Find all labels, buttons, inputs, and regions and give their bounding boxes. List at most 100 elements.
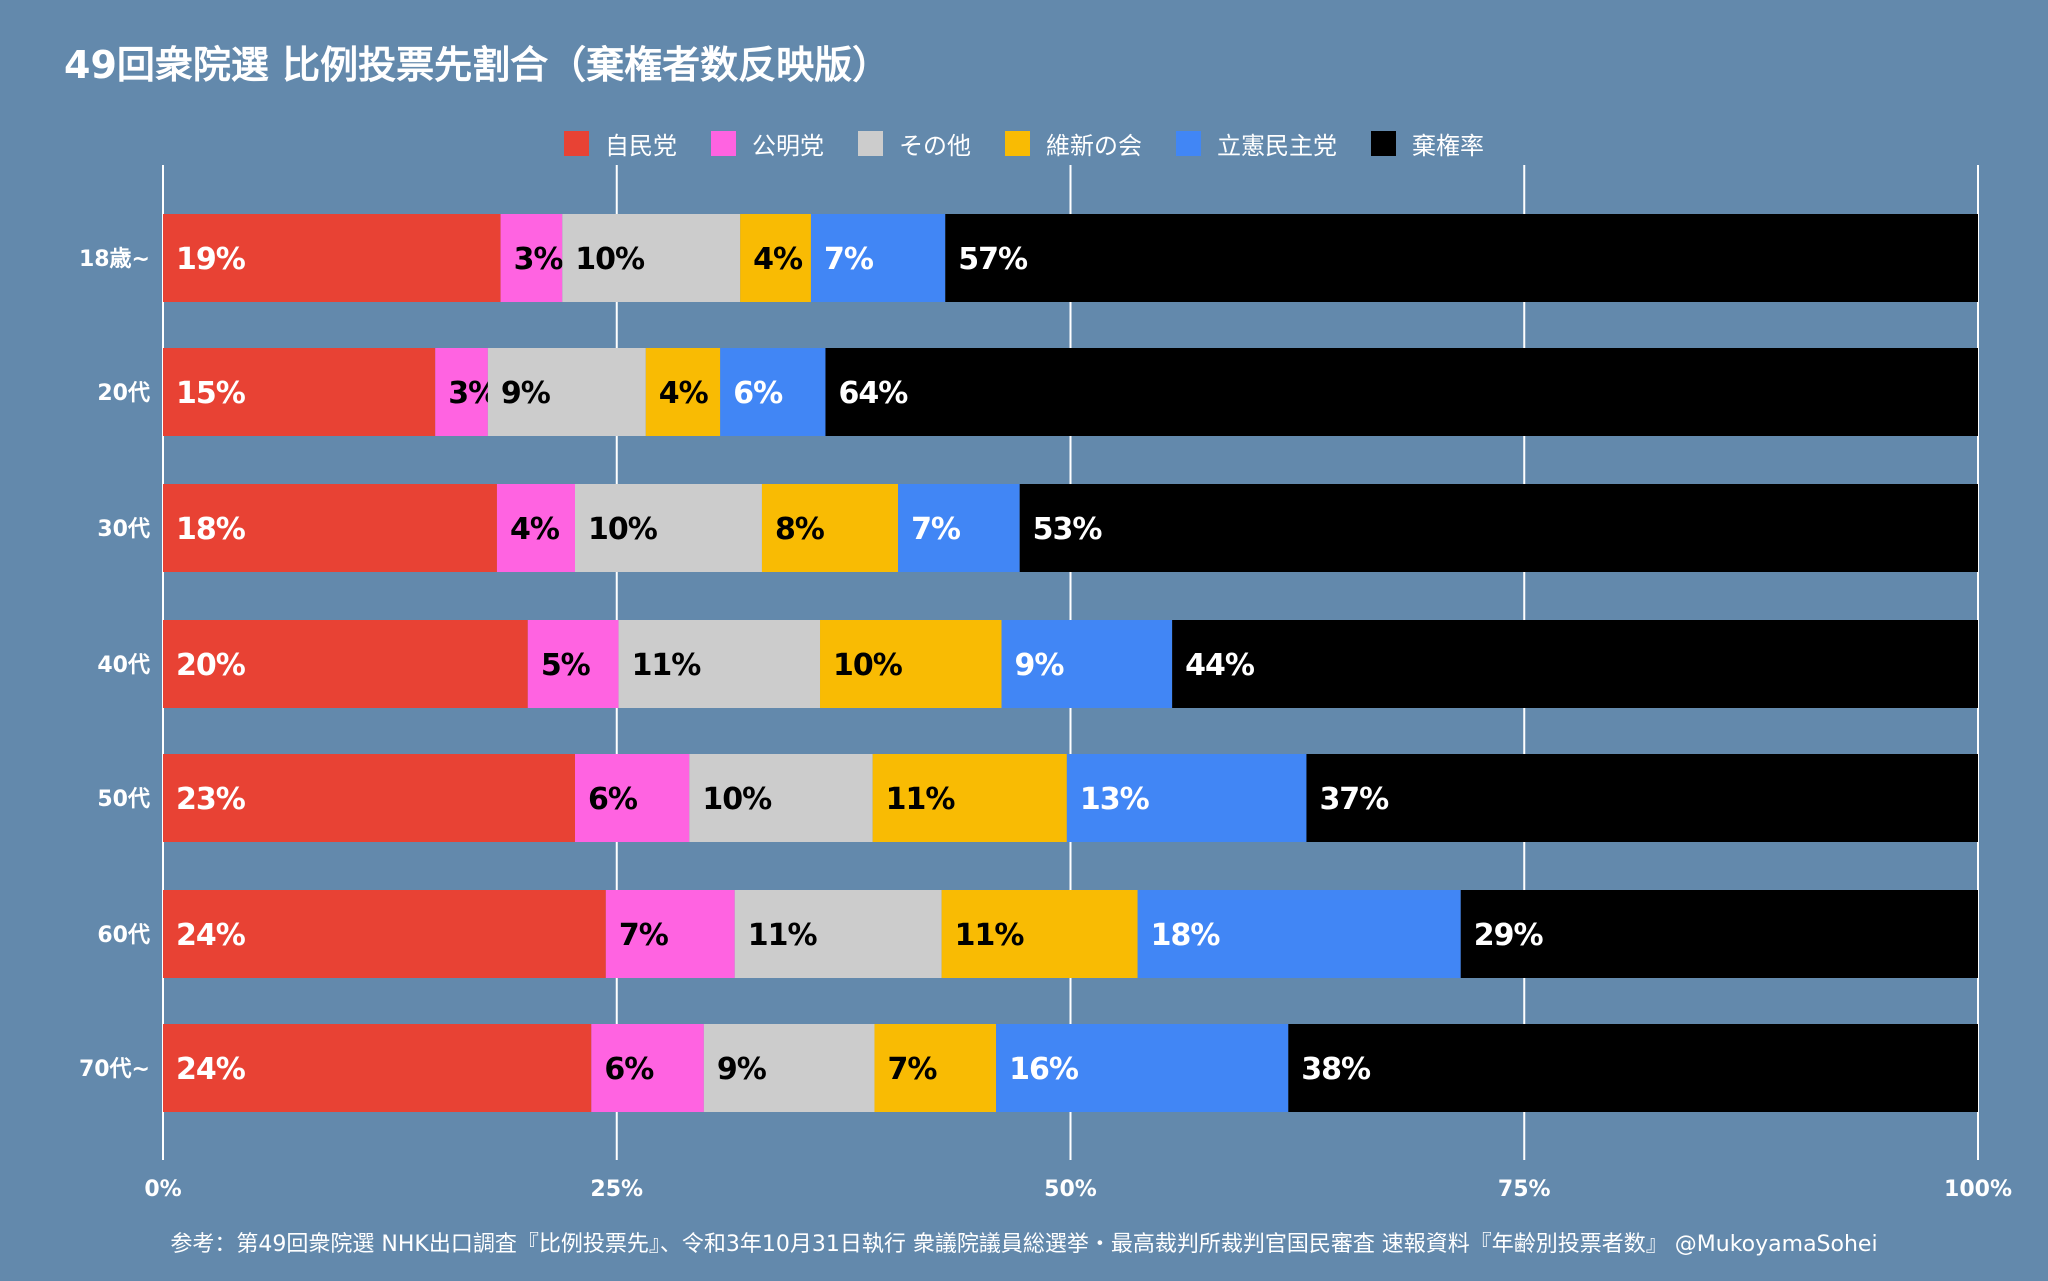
data-label: 4% [510, 512, 560, 547]
data-label: 10% [702, 782, 772, 817]
legend-swatch [1176, 131, 1201, 156]
legend-item: 維新の会 [1005, 126, 1142, 161]
chart-title: 49回衆院選 比例投票先割合（棄権者数反映版） [64, 43, 891, 87]
data-label: 23% [176, 782, 246, 817]
data-label: 8% [775, 512, 825, 547]
x-tick-label: 0% [144, 1177, 181, 1202]
bar-segment [163, 1024, 592, 1112]
data-label: 20% [176, 648, 246, 683]
data-label: 18% [176, 512, 246, 547]
bar-segment [163, 484, 497, 572]
bar-segment [1066, 754, 1307, 842]
data-label: 37% [1319, 782, 1389, 817]
data-label: 16% [1009, 1052, 1079, 1087]
x-tick-label: 100% [1944, 1177, 2012, 1202]
bar-segment [996, 1024, 1289, 1112]
data-label: 13% [1080, 782, 1150, 817]
data-label: 29% [1474, 918, 1544, 953]
bar-segment [618, 620, 821, 708]
bar-segment [562, 214, 741, 302]
legend-item: 立憲民主党 [1176, 126, 1337, 161]
legend-item: その他 [858, 126, 971, 161]
source-footnote: 参考：第49回衆院選 NHK出口調査『比例投票先』、令和3年10月31日執行 衆… [170, 1232, 1878, 1257]
bar-segment [810, 214, 946, 302]
legend-item: 公明党 [711, 126, 824, 161]
legend-label: 自民党 [605, 132, 677, 160]
data-label: 4% [659, 376, 709, 411]
data-label: 18% [1151, 918, 1221, 953]
data-label: 53% [1033, 512, 1103, 547]
category-label: 40代 [97, 653, 150, 678]
bar-segment [645, 348, 721, 436]
x-tick-label: 50% [1044, 1177, 1097, 1202]
data-label: 6% [604, 1052, 654, 1087]
bar-segment [500, 214, 563, 302]
bar-segment [761, 484, 899, 572]
data-label: 11% [748, 918, 818, 953]
data-label: 4% [753, 242, 803, 277]
data-label: 6% [588, 782, 638, 817]
data-label: 24% [176, 918, 246, 953]
legend-swatch [1371, 131, 1396, 156]
legend-swatch [564, 131, 589, 156]
bar-segment [898, 484, 1020, 572]
bar-segment [945, 214, 1978, 302]
bar-segment [163, 214, 501, 302]
data-label: 7% [887, 1052, 937, 1087]
data-label: 10% [575, 242, 645, 277]
bar-segment [1460, 890, 1978, 978]
bar-segment [820, 620, 1002, 708]
bar-segment [874, 1024, 997, 1112]
bar-segment [591, 1024, 704, 1112]
legend-label: 立憲民主党 [1217, 132, 1337, 160]
bar-segment [163, 754, 576, 842]
data-label: 64% [838, 376, 908, 411]
data-label: 3% [514, 242, 564, 277]
legend-item: 棄権率 [1371, 126, 1484, 161]
data-label: 10% [588, 512, 658, 547]
data-label: 7% [824, 242, 874, 277]
data-label: 7% [619, 918, 669, 953]
bar-segment [605, 890, 735, 978]
x-tick-label: 25% [590, 1177, 643, 1202]
bar-segment [740, 214, 811, 302]
data-label: 15% [176, 376, 246, 411]
bar-segment [435, 348, 488, 436]
data-label: 6% [733, 376, 783, 411]
bar-segment [575, 484, 762, 572]
data-label: 5% [541, 648, 591, 683]
legend-swatch [1005, 131, 1030, 156]
legend-item: 自民党 [564, 126, 677, 161]
data-label: 24% [176, 1052, 246, 1087]
legend-label: その他 [899, 132, 971, 160]
category-label: 70代~ [79, 1057, 150, 1082]
bar-segment [575, 754, 690, 842]
data-label: 9% [501, 376, 551, 411]
bar-segment [1019, 484, 1978, 572]
category-label: 18歳~ [79, 247, 150, 272]
bar-segment [527, 620, 619, 708]
data-label: 11% [955, 918, 1025, 953]
legend-label: 維新の会 [1046, 132, 1142, 160]
legend-label: 公明党 [752, 132, 824, 160]
category-label: 20代 [97, 381, 150, 406]
category-label: 50代 [97, 787, 150, 812]
x-tick-label: 75% [1498, 1177, 1551, 1202]
legend-swatch [858, 131, 883, 156]
legend-swatch [711, 131, 736, 156]
bar-segment [163, 890, 606, 978]
data-label: 9% [1015, 648, 1065, 683]
bar-segment [487, 348, 646, 436]
bar-segment [720, 348, 826, 436]
bar-segment [1137, 890, 1461, 978]
bar-segment [1288, 1024, 1978, 1112]
category-label: 30代 [97, 517, 150, 542]
bar-segment [734, 890, 942, 978]
legend-label: 棄権率 [1412, 132, 1484, 160]
bar-segment [941, 890, 1138, 978]
bar-segment [496, 484, 576, 572]
data-label: 57% [958, 242, 1028, 277]
bar-segment [163, 620, 528, 708]
data-label: 19% [176, 242, 246, 277]
